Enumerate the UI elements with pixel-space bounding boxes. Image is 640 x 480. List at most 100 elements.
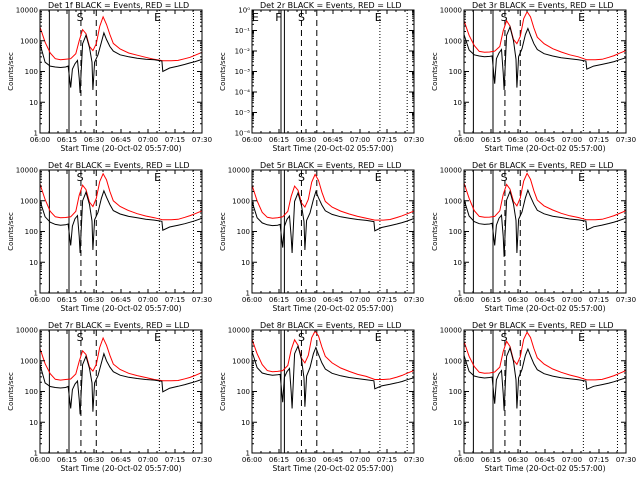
detector-panel-8: 06:00 06:15 06:30 06:45 07:00 07:15 07:30 1 10 10… <box>219 321 424 473</box>
x-tick-label: 07:00 <box>562 456 582 464</box>
x-tick-label: 07:30 <box>192 456 212 464</box>
x-tick-label: 07:00 <box>350 296 370 304</box>
x-tick-label: 06:15 <box>481 456 501 464</box>
y-tick-label: 10 <box>29 99 38 107</box>
x-axis-label: Start Time (20-Oct-02 05:57:00) <box>272 464 393 473</box>
y-tick-label: 10⁻⁴ <box>235 89 251 97</box>
y-tick-label: 1000 <box>20 37 38 45</box>
x-tick-label: 06:00 <box>242 456 262 464</box>
x-tick-label: 06:30 <box>296 456 316 464</box>
x-tick-label: 06:15 <box>269 296 289 304</box>
panel-title: Det 5r BLACK = Events, RED = LLD <box>260 161 402 170</box>
panel-annotation: E <box>375 171 382 184</box>
panel-annotation: E <box>154 11 161 24</box>
x-tick-label: 06:30 <box>508 296 528 304</box>
y-tick-label: 10000 <box>228 327 250 335</box>
panel-title: Det 2r BLACK = Events, RED = LLD <box>260 1 402 10</box>
x-tick-label: 07:15 <box>165 296 185 304</box>
y-tick-label: 100 <box>25 228 38 236</box>
y-tick-label: 10 <box>241 259 250 267</box>
panel-annotation: S <box>298 171 305 184</box>
x-tick-label: 06:15 <box>481 296 501 304</box>
y-tick-label: 1000 <box>20 357 38 365</box>
y-tick-label: 1000 <box>20 197 38 205</box>
panel-title: Det 1f BLACK = Events, RED = LLD <box>48 1 189 10</box>
event-rate-line <box>252 344 414 409</box>
y-axis-label: Counts/sec <box>7 372 15 411</box>
x-axis-label: Start Time (20-Oct-02 05:57:00) <box>272 144 393 153</box>
x-tick-label: 06:45 <box>111 296 131 304</box>
x-axis-label: Start Time (20-Oct-02 05:57:00) <box>484 464 605 473</box>
panel-annotation: E <box>578 331 585 344</box>
panel-annotation: E <box>578 171 585 184</box>
x-tick-label: 07:00 <box>350 136 370 144</box>
x-tick-label: 06:00 <box>30 136 50 144</box>
panel-annotation: E <box>578 11 585 24</box>
y-tick-label: 10 <box>453 419 462 427</box>
lld-rate-line <box>464 331 626 381</box>
y-axis-label: Counts/sec <box>7 52 15 91</box>
detector-panel-2: 06:00 06:15 06:30 06:45 07:00 07:15 07:30 10⁻⁶ 1… <box>219 1 424 153</box>
event-rate-line <box>40 31 202 94</box>
x-tick-label: 07:30 <box>616 456 636 464</box>
panel-title: Det 9r BLACK = Events, RED = LLD <box>472 321 614 330</box>
panel-annotation: E <box>375 331 382 344</box>
lld-rate-line <box>40 172 202 221</box>
x-tick-label: 06:00 <box>30 456 50 464</box>
y-tick-label: 1 <box>458 290 462 298</box>
y-tick-label: 10⁻⁶ <box>235 130 251 138</box>
y-tick-label: 1000 <box>444 37 462 45</box>
y-tick-label: 1 <box>34 450 38 458</box>
panel-title: Det 7r BLACK = Events, RED = LLD <box>48 321 190 330</box>
detector-panel-1: 06:00 06:15 06:30 06:45 07:00 07:15 07:30 1 10 10… <box>7 1 212 153</box>
x-axis-label: Start Time (20-Oct-02 05:57:00) <box>60 464 181 473</box>
x-tick-label: 07:00 <box>562 136 582 144</box>
x-tick-label: 07:30 <box>192 296 212 304</box>
x-tick-label: 06:45 <box>535 456 555 464</box>
panel-annotation: S <box>501 171 508 184</box>
y-tick-label: 10⁻¹ <box>235 27 251 35</box>
y-tick-label: 10000 <box>228 167 250 175</box>
x-tick-label: 06:30 <box>84 136 104 144</box>
x-tick-label: 07:00 <box>138 296 158 304</box>
x-tick-label: 06:15 <box>269 456 289 464</box>
x-tick-label: 07:30 <box>404 136 424 144</box>
event-rate-line <box>40 352 202 415</box>
y-tick-label: 1000 <box>444 357 462 365</box>
x-tick-label: 06:30 <box>296 136 316 144</box>
panel-annotation: E <box>375 11 382 24</box>
y-tick-label: 10⁰ <box>238 7 250 15</box>
y-axis-label: Counts/sec <box>219 52 227 91</box>
y-tick-label: 100 <box>237 228 250 236</box>
x-axis-label: Start Time (20-Oct-02 05:57:00) <box>272 304 393 313</box>
x-tick-label: 06:30 <box>84 296 104 304</box>
y-axis-label: Counts/sec <box>219 372 227 411</box>
x-tick-label: 07:15 <box>589 296 609 304</box>
panel-annotation: E <box>154 331 161 344</box>
x-tick-label: 06:30 <box>508 456 528 464</box>
y-tick-label: 1000 <box>232 197 250 205</box>
x-tick-label: 07:00 <box>562 296 582 304</box>
x-tick-label: 06:30 <box>296 296 316 304</box>
y-tick-label: 1 <box>34 290 38 298</box>
panel-annotation: S <box>298 11 305 24</box>
x-tick-label: 07:15 <box>589 456 609 464</box>
event-rate-line <box>464 346 626 411</box>
y-tick-label: 10000 <box>16 327 38 335</box>
panel-title: Det 4r BLACK = Events, RED = LLD <box>48 161 190 170</box>
panel-annotation: S <box>77 331 84 344</box>
x-axis-label: Start Time (20-Oct-02 05:57:00) <box>484 304 605 313</box>
x-axis-label: Start Time (20-Oct-02 05:57:00) <box>60 144 181 153</box>
y-tick-label: 100 <box>449 388 462 396</box>
lld-rate-line <box>252 173 414 221</box>
y-axis-label: Counts/sec <box>431 372 439 411</box>
x-tick-label: 06:00 <box>454 456 474 464</box>
x-tick-label: 06:15 <box>269 136 289 144</box>
x-tick-label: 07:00 <box>138 456 158 464</box>
panel-annotation: S <box>77 171 84 184</box>
detector-panel-3: 06:00 06:15 06:30 06:45 07:00 07:15 07:30 1 10 10… <box>431 1 636 153</box>
panel-annotation: S <box>77 11 84 24</box>
x-axis-label: Start Time (20-Oct-02 05:57:00) <box>60 304 181 313</box>
